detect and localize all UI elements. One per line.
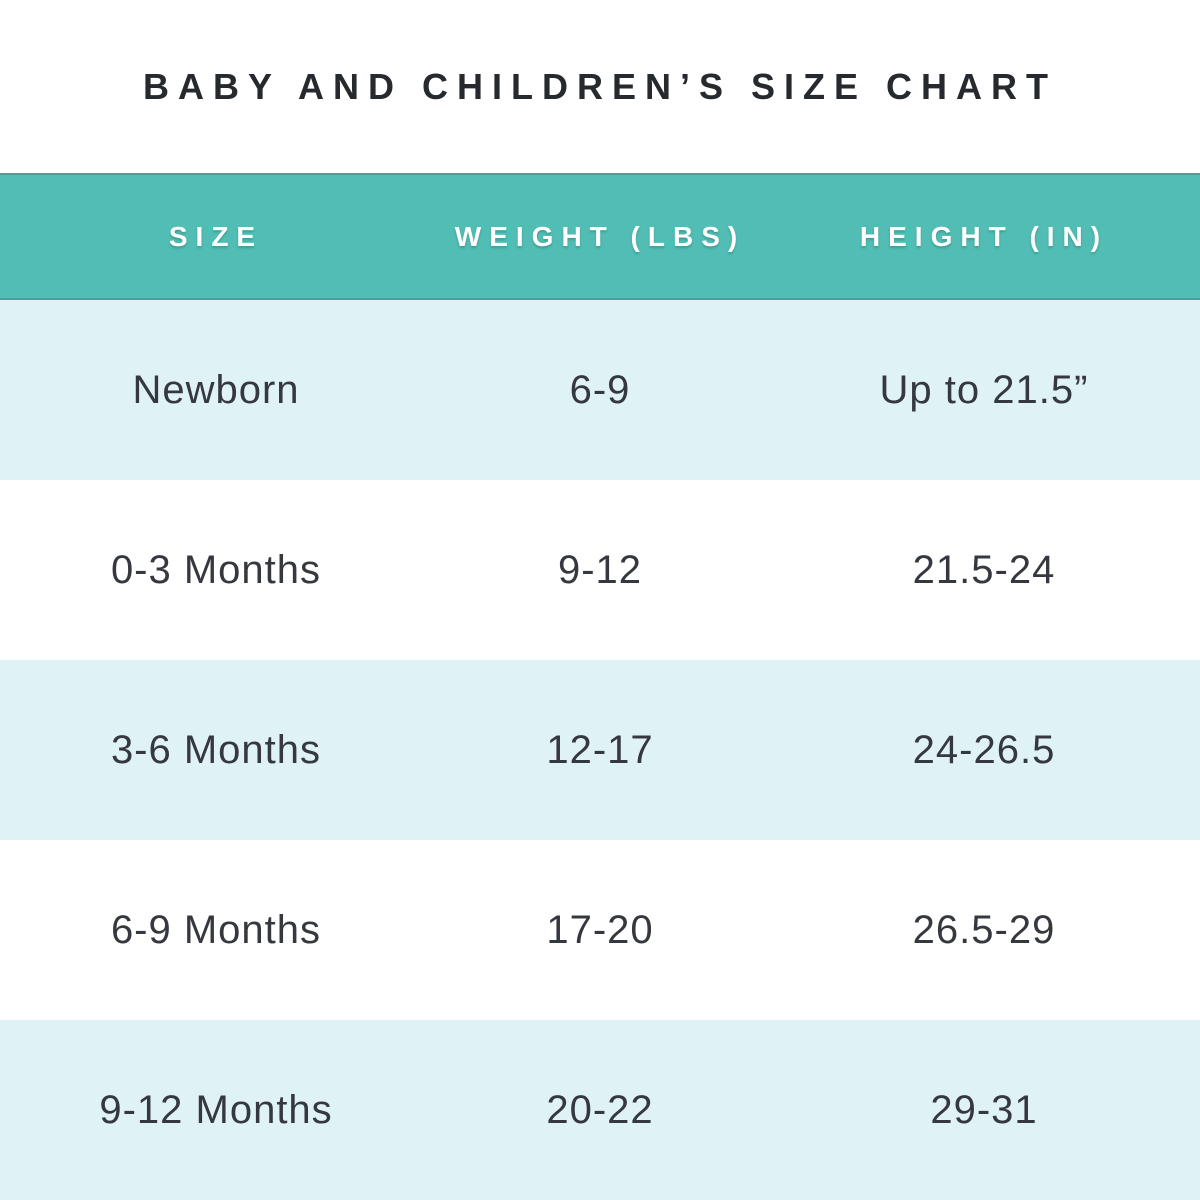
- table-row: 9-12 Months 20-22 29-31: [0, 1020, 1200, 1200]
- cell-size: 3-6 Months: [110, 727, 322, 772]
- column-header-weight: WEIGHT (LBS): [454, 220, 746, 252]
- cell-weight: 12-17: [546, 727, 654, 772]
- cell-weight: 17-20: [546, 907, 654, 952]
- cell-size: 9-12 Months: [99, 1087, 333, 1132]
- page-title: BABY AND CHILDREN’S SIZE CHART: [142, 65, 1058, 107]
- cell-height: 24-26.5: [912, 727, 1056, 772]
- cell-size: Newborn: [132, 367, 300, 412]
- size-table: SIZE WEIGHT (LBS) HEIGHT (IN) Newborn 6-9…: [0, 173, 1200, 1200]
- table-row: 0-3 Months 9-12 21.5-24: [0, 480, 1200, 660]
- table-header-row: SIZE WEIGHT (LBS) HEIGHT (IN): [0, 173, 1200, 300]
- cell-weight: 20-22: [546, 1087, 654, 1132]
- column-header-size: SIZE: [168, 220, 264, 252]
- table-row: 6-9 Months 17-20 26.5-29: [0, 840, 1200, 1020]
- column-header-height: HEIGHT (IN): [859, 220, 1109, 252]
- cell-height: 21.5-24: [912, 547, 1056, 592]
- cell-size: 6-9 Months: [110, 907, 322, 952]
- cell-weight: 9-12: [557, 547, 643, 592]
- chart-title-section: BABY AND CHILDREN’S SIZE CHART: [0, 0, 1200, 173]
- table-row: Newborn 6-9 Up to 21.5”: [0, 300, 1200, 480]
- cell-size: 0-3 Months: [110, 547, 322, 592]
- cell-height: Up to 21.5”: [879, 367, 1089, 412]
- cell-height: 26.5-29: [912, 907, 1056, 952]
- table-row: 3-6 Months 12-17 24-26.5: [0, 660, 1200, 840]
- table-body: Newborn 6-9 Up to 21.5” 0-3 Months 9-12 21.5-…: [0, 300, 1200, 1200]
- cell-height: 29-31: [930, 1087, 1038, 1132]
- cell-weight: 6-9: [569, 367, 631, 412]
